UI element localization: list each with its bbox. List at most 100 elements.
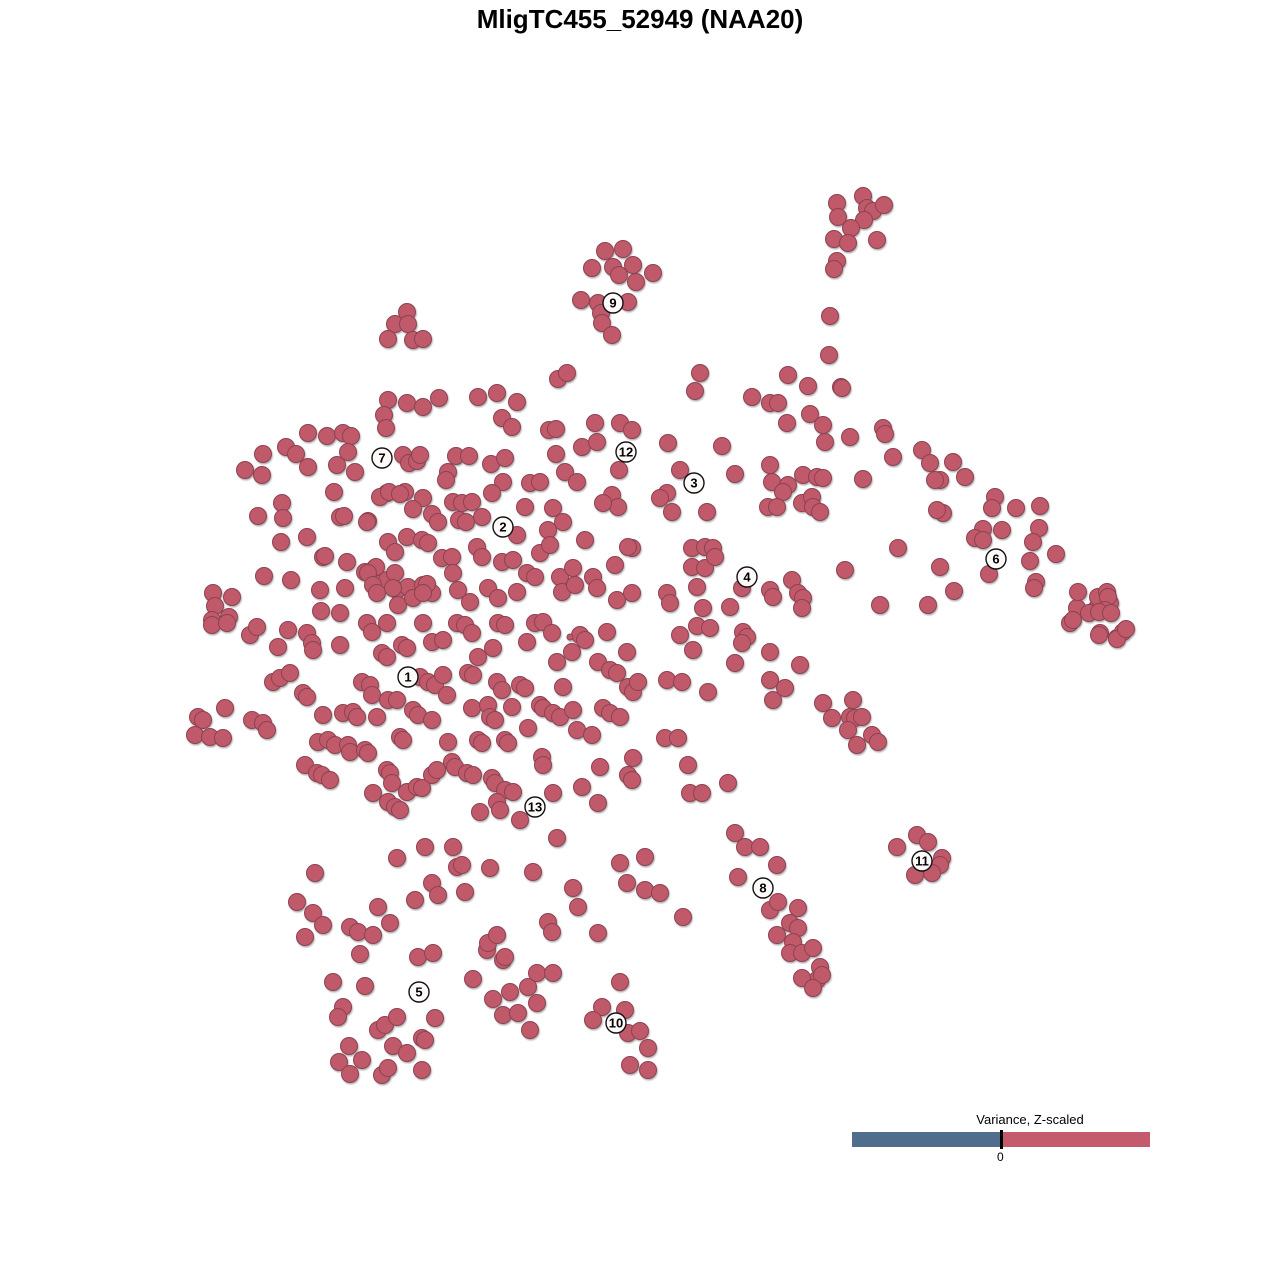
data-point (363, 686, 381, 704)
data-point (463, 493, 481, 511)
data-point (216, 699, 234, 717)
data-point (456, 883, 474, 901)
data-point (761, 456, 779, 474)
data-point (473, 508, 491, 526)
data-point (501, 983, 519, 1001)
data-point (411, 446, 429, 464)
data-point (764, 691, 782, 709)
data-point (304, 641, 322, 659)
data-point (484, 639, 502, 657)
data-point (444, 564, 462, 582)
data-point (544, 499, 562, 517)
data-point (314, 916, 332, 934)
data-point (829, 208, 847, 226)
data-point (331, 604, 349, 622)
cluster-label-text: 9 (609, 296, 616, 311)
data-point (351, 945, 369, 963)
data-point (1031, 497, 1049, 515)
cluster-label: 2 (492, 516, 514, 538)
data-point (721, 598, 739, 616)
data-point (544, 964, 562, 982)
data-point (814, 469, 832, 487)
data-point (394, 731, 412, 749)
data-point (388, 849, 406, 867)
data-point (508, 393, 526, 411)
data-point (524, 863, 542, 881)
data-point (428, 761, 446, 779)
data-point (691, 364, 709, 382)
data-point (419, 534, 437, 552)
data-point (378, 614, 396, 632)
cluster-label-text: 6 (992, 552, 999, 567)
data-point (1047, 545, 1065, 563)
cluster-label-circle (911, 850, 933, 872)
data-point (576, 531, 594, 549)
data-point (438, 686, 456, 704)
data-point (416, 838, 434, 856)
data-point (651, 489, 669, 507)
data-point (460, 447, 478, 465)
data-point (608, 664, 626, 682)
data-point (543, 923, 561, 941)
data-point (306, 864, 324, 882)
data-point (516, 679, 534, 697)
data-point (1021, 552, 1039, 570)
data-point (926, 471, 944, 489)
cluster-label-circle (524, 796, 546, 818)
data-point (388, 1008, 406, 1026)
data-point (399, 315, 417, 333)
data-point (398, 394, 416, 412)
data-point (539, 521, 557, 539)
data-point (564, 701, 582, 719)
colorbar-legend: Variance, Z-scaled 0 (852, 1112, 1150, 1164)
data-point (839, 234, 857, 252)
data-point (586, 414, 604, 432)
data-point (768, 498, 786, 516)
data-point (644, 264, 662, 282)
cluster-label: 5 (408, 981, 430, 1003)
data-point (444, 838, 462, 856)
data-point (789, 899, 807, 917)
data-point (494, 1006, 512, 1024)
data-point (768, 926, 786, 944)
data-point (404, 500, 422, 518)
data-point (606, 556, 624, 574)
data-point (471, 803, 489, 821)
data-point (726, 824, 744, 842)
data-point (388, 691, 406, 709)
data-point (348, 708, 366, 726)
data-point (414, 330, 432, 348)
data-point (336, 579, 354, 597)
data-point (414, 398, 432, 416)
data-point (356, 977, 374, 995)
data-point (566, 633, 574, 641)
data-point (1007, 499, 1025, 517)
data-point (398, 639, 416, 657)
cluster-label-text: 8 (759, 881, 766, 896)
data-point (430, 389, 448, 407)
data-point (611, 708, 629, 726)
data-point (548, 829, 566, 847)
data-point (573, 438, 591, 456)
data-point (611, 973, 629, 991)
data-point (331, 636, 349, 654)
data-point (364, 926, 382, 944)
data-point (377, 419, 395, 437)
data-point (423, 711, 441, 729)
data-point (804, 939, 822, 957)
data-point (503, 698, 521, 716)
data-point (409, 948, 427, 966)
data-point (686, 382, 704, 400)
data-point (583, 259, 601, 277)
data-point (214, 729, 232, 747)
cluster-label-text: 1 (404, 670, 411, 685)
data-point (488, 926, 506, 944)
data-point (449, 581, 467, 599)
colorbar (852, 1130, 1150, 1149)
cluster-label-circle (736, 566, 758, 588)
data-point (624, 749, 642, 767)
data-point (636, 848, 654, 866)
cluster-label-circle (492, 516, 514, 538)
cluster-label-text: 7 (378, 451, 385, 466)
data-point (304, 904, 322, 922)
